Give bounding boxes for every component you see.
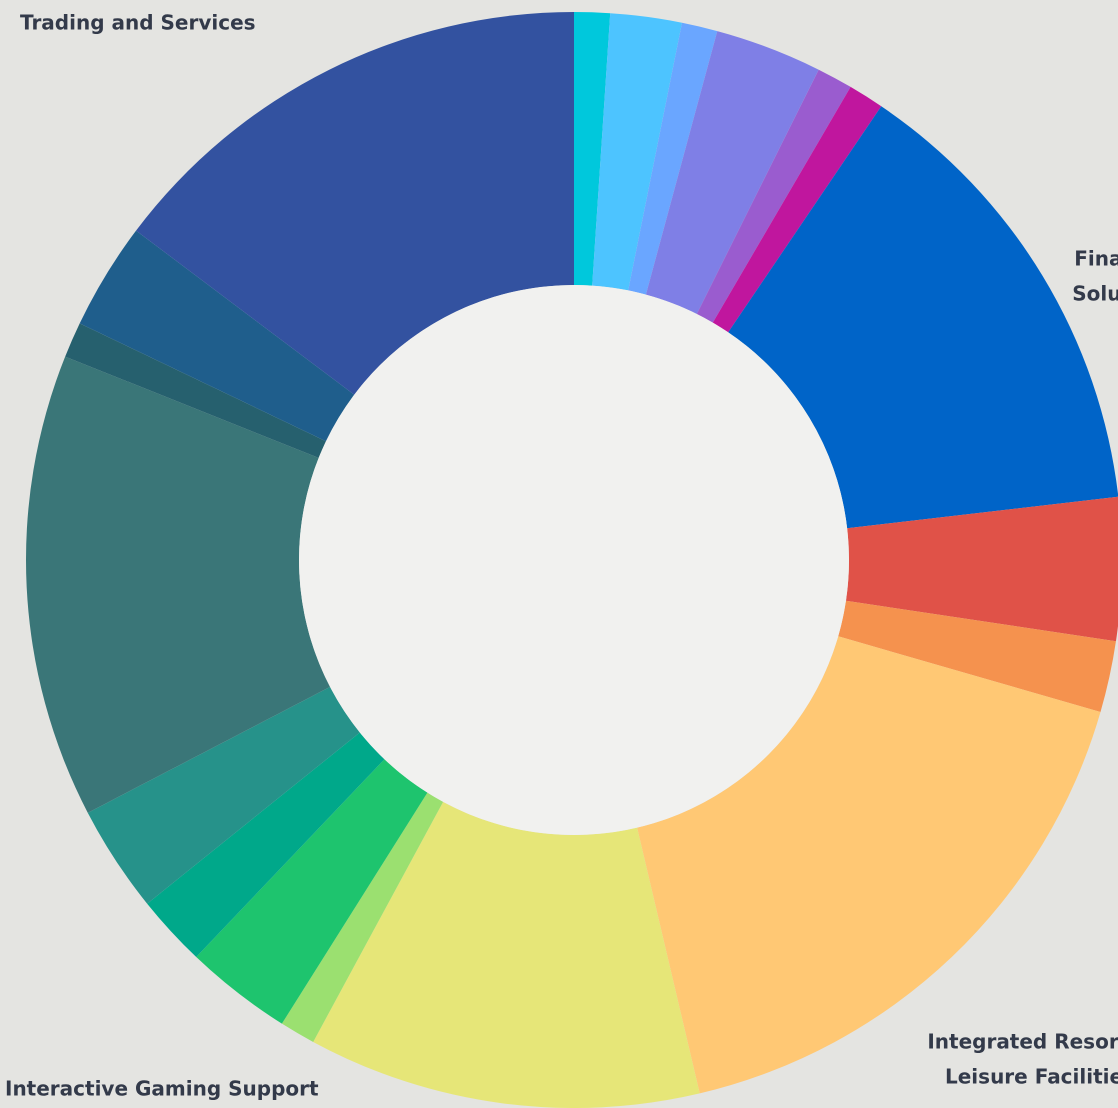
donut-segment [728,106,1118,529]
segment-label: Interactive Gaming Support [5,1077,319,1101]
segment-label: Leisure Facilities [945,1065,1118,1089]
segment-label: Trading and Services [20,11,256,35]
donut-segment [87,686,360,904]
donut-segment [79,230,355,442]
donut-segment [25,356,331,813]
segment-label: Solutions [1072,282,1118,306]
donut-segment [696,69,851,323]
segment-label: Integrated Resort & [927,1030,1118,1054]
donut-hole [299,285,849,835]
donut-segment [65,323,326,458]
donut-segment [574,12,611,286]
segment-label: Financial [1074,247,1118,271]
donut-segment [838,600,1116,713]
donut-segment [281,792,444,1042]
donut-segment [136,12,574,395]
donut-segment [637,636,1101,1094]
donut-segment [313,801,700,1108]
donut-segment [645,31,819,314]
donut-segment [845,496,1118,642]
donut-segment [196,759,428,1024]
donut-segment [712,86,882,333]
donut-segment [592,13,683,291]
donut-segment [628,22,718,295]
donut-segment [147,732,385,957]
